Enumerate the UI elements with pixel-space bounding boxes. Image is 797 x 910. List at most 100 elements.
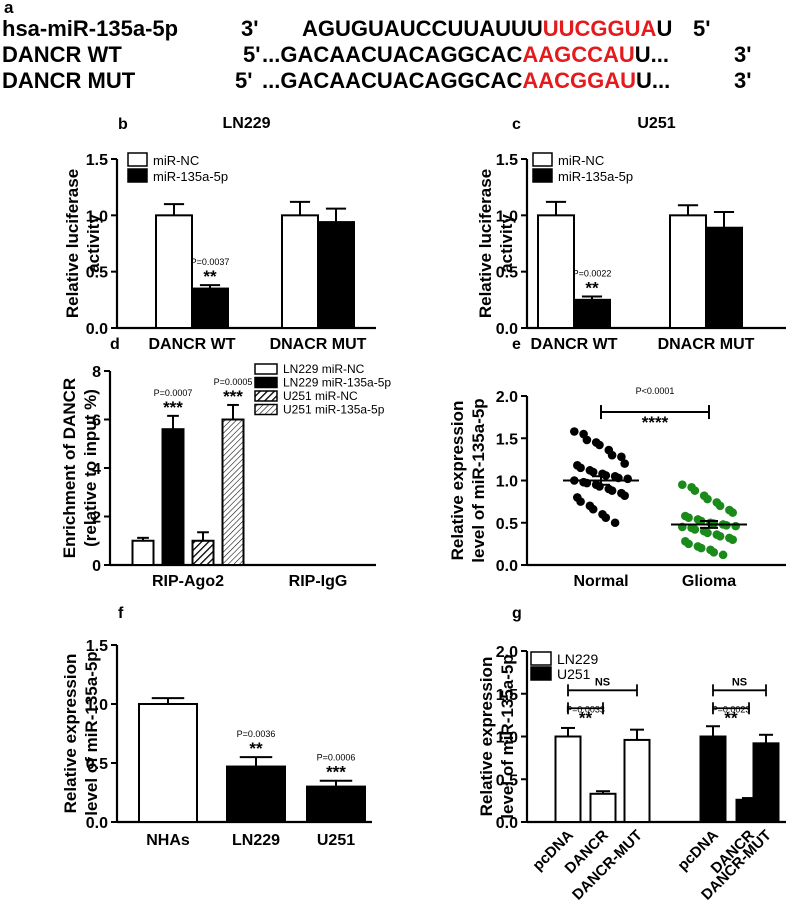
data-point-glioma [709,548,719,557]
bar [573,298,611,330]
x-category-label: DANCR WT [148,336,235,353]
bar [155,214,193,329]
data-point-normal [570,427,579,436]
data-point-normal [607,486,617,495]
dancr-wt-end-3: 3' [734,42,752,67]
panel-a-label: a [4,0,14,17]
y-axis-label: level of miR-135a-5p [498,654,517,818]
data-point-normal [620,459,629,468]
bar [221,418,245,566]
data-point-normal [576,463,585,473]
legend-swatch [530,666,552,681]
y-axis-label: (relative to input %) [81,389,100,547]
mirna-seq-pre: AGUGUAUCCUUAUUU [302,16,543,41]
bar [138,703,198,823]
significance-stars: *** [326,763,346,782]
significance-stars: NS [732,676,747,688]
significance-stars: *** [223,387,243,406]
x-category-label: DNACR MUT [658,336,755,353]
data-point-glioma [715,501,725,511]
chart-f-cell-lines: 0.0 0.5 1.0 1.5 Relative expression level of … [61,638,372,849]
y-tick-label: 2.0 [496,644,518,661]
x-category-label: DNACR MUT [270,336,367,353]
mirna-sequence: AGUGUAUCCUUAUUUUUCGGUAU [302,16,672,42]
y-tick-label: 0.5 [86,756,108,773]
y-tick-label: 0.5 [496,265,518,282]
panel-e-label: e [512,336,521,353]
chart-title: U251 [637,115,675,132]
y-tick-label: 1.5 [86,152,108,169]
x-category-label: Glioma [682,573,736,590]
data-point-normal [601,513,611,522]
dancr-wt-seq-post: U... [634,42,670,67]
legend-swatch [127,152,148,167]
significance-stars: ** [579,708,593,727]
bar [131,539,155,566]
chart-c-u251-luciferase: 0.0 0.5 1.0 1.5 U251 Relative luciferase activ… [476,115,786,353]
data-point-glioma [728,508,737,517]
y-axis-label: activity [497,214,516,273]
data-point-glioma [715,531,725,541]
data-point-normal [595,440,604,450]
data-point-normal [576,497,585,506]
bar [669,214,707,329]
legend-label: U251 miR-NC [283,389,358,403]
mirna-end-3: 5' [693,16,711,41]
y-axis-label: Relative luciferase [63,169,82,318]
p-value-label: P=0.0005 [214,377,253,387]
legend-swatch [254,376,278,389]
panel-f-label: f [118,605,124,622]
dancr-wt-name: DANCR WT [2,42,122,67]
data-point-glioma [703,494,712,504]
y-tick-label: 1.5 [496,687,518,704]
y-tick-label: 6 [92,413,101,430]
x-category-label: DANCR WT [530,336,617,353]
p-value-label: P=0.0022 [573,268,612,278]
p-value-label: P=0.0023 [712,704,751,714]
bar [191,539,215,566]
chart-d-rip-enrichment: 0 2 4 6 8 Enrichment of DANCR (relative to inp… [60,362,391,590]
y-tick-label: 1.0 [496,474,518,491]
mirna-seq-post: U [656,16,673,41]
data-point-normal [582,435,592,445]
legend-label: LN229 miR-NC [283,362,365,376]
x-category-label: U251 [317,832,355,849]
data-point-glioma [728,535,737,544]
y-axis-label: Enrichment of DANCR [60,378,79,558]
data-point-glioma [696,543,706,553]
y-tick-label: 1.5 [496,152,518,169]
y-tick-label: 0 [92,558,101,575]
y-axis-label: Relative expression [448,401,467,561]
data-point-glioma [684,539,693,549]
chart-b-ln229-luciferase: 0.0 0.5 1.0 1.5 LN229 Relative luciferase acti… [63,115,376,353]
y-tick-label: 1.0 [496,730,518,747]
y-tick-label: 0.5 [496,772,518,789]
y-axis-label: activity [84,214,103,273]
panel-c-label: c [512,116,521,133]
panel-d-label: d [110,336,120,353]
dancr-wt-seq-pre: ...GACAACUACAGGCAC [262,42,523,67]
data-point-glioma [678,480,687,490]
panel-a-sequence-alignment: a hsa-miR-135a-5p 3' AGUGUAUCCUUAUUUUUCG… [0,0,797,95]
bar [306,785,366,823]
y-tick-label: 1.0 [496,208,518,225]
chart-title: LN229 [222,115,270,132]
legend-label: U251 [557,666,591,682]
mirna-seq-seed: UUCGGUA [542,16,657,41]
data-point-normal [623,474,632,484]
panel-b-label: b [118,116,128,133]
x-category-label: NHAs [146,832,190,849]
y-axis-label: Relative expression [477,657,496,817]
data-point-normal [588,504,598,514]
x-category-label: LN229 [232,832,280,849]
y-tick-label: 0.5 [86,265,108,282]
bar [191,287,229,330]
mirna-end-5: 3' [241,16,259,41]
legend-swatch [530,651,552,666]
bar [226,765,286,823]
dancr-mut-seq-site: AACGGAU [522,68,636,93]
bar [589,792,617,823]
p-value-label: P<0.0001 [636,386,675,396]
